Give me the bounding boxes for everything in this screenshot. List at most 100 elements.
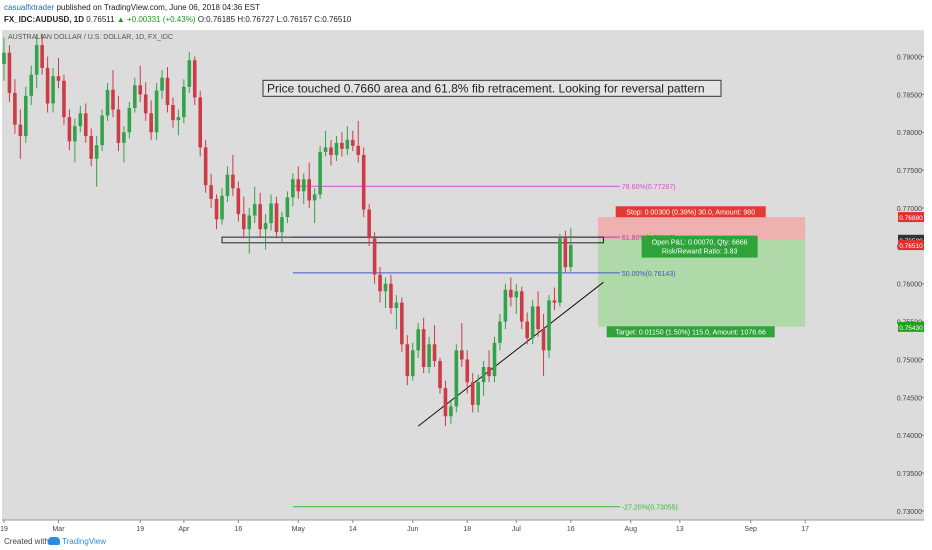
candle-body bbox=[198, 97, 202, 148]
candle-body bbox=[116, 109, 121, 143]
chart-title: AUSTRALIAN DOLLAR / U.S. DOLLAR, 1D, FX_… bbox=[8, 34, 173, 41]
candle-body bbox=[481, 367, 486, 383]
y-tick-label: 0.73500 bbox=[897, 471, 922, 478]
chart-area[interactable]: 0.79000 0.78500 0.78000 0.77500 0.77000 0.765… bbox=[0, 30, 932, 535]
candle-body bbox=[231, 174, 235, 189]
price-tag-bg bbox=[898, 321, 924, 332]
target-label-bg bbox=[606, 326, 775, 338]
candle-body bbox=[100, 115, 104, 146]
author-link[interactable]: casualfxtrader bbox=[4, 3, 55, 12]
candle-body bbox=[427, 344, 431, 368]
candle-body bbox=[214, 198, 219, 220]
candle-body bbox=[171, 104, 175, 121]
x-tick-label: 19 bbox=[0, 526, 8, 533]
stop-label-bg bbox=[615, 206, 766, 218]
symbol-label: FX_IDC:AUDUSD, 1D bbox=[4, 15, 85, 24]
candle-body bbox=[329, 147, 333, 155]
chart-footer: Created with TradingView bbox=[0, 535, 932, 550]
x-tick-label: 16 bbox=[234, 526, 242, 533]
candle-body bbox=[13, 92, 17, 125]
candle-body bbox=[345, 139, 350, 149]
candle-body bbox=[361, 154, 366, 210]
y-tick-label: 0.79000 bbox=[897, 55, 922, 62]
price-change: +0.00331 (+0.43%) bbox=[126, 15, 196, 24]
candle-body bbox=[410, 350, 415, 377]
created-with-text: Created with bbox=[4, 537, 49, 546]
candle-body bbox=[558, 238, 562, 303]
fib-level-label: 50.00%(0.76143) bbox=[622, 271, 676, 278]
y-tick-label: 0.78500 bbox=[897, 92, 922, 99]
candle-body bbox=[465, 359, 470, 383]
candle-body bbox=[340, 142, 344, 149]
candle-body bbox=[552, 300, 557, 303]
candle-body bbox=[367, 209, 371, 239]
candle-body bbox=[165, 77, 170, 105]
candle-body bbox=[182, 86, 186, 118]
candle-body bbox=[127, 108, 132, 133]
candle-body bbox=[421, 329, 426, 368]
candle-body bbox=[470, 382, 475, 405]
chart-header: casualfxtrader published on TradingView.… bbox=[0, 0, 932, 30]
price-tag-bg bbox=[898, 234, 924, 245]
price-chart[interactable]: 0.79000 0.78500 0.78000 0.77500 0.77000 0.765… bbox=[0, 30, 932, 535]
y-tick-label: 0.77500 bbox=[897, 168, 922, 175]
candle-body bbox=[400, 302, 404, 345]
candle-body bbox=[220, 195, 224, 220]
candle-body bbox=[476, 382, 480, 405]
candle-body bbox=[525, 321, 529, 339]
stop-label: Stop: 0.00300 (0.39%) 30.0, Amount: 980 bbox=[626, 209, 755, 216]
candle-body bbox=[356, 145, 361, 155]
candle-body bbox=[34, 45, 39, 75]
candle-body bbox=[176, 117, 181, 121]
candle-body bbox=[154, 90, 159, 133]
candle-body bbox=[192, 60, 197, 98]
tradingview-brand[interactable]: TradingView bbox=[62, 537, 107, 546]
candle-body bbox=[394, 302, 399, 308]
candle-body bbox=[519, 291, 524, 322]
high-price: H:0.76727 bbox=[237, 15, 275, 24]
x-tick-label: Sep bbox=[744, 526, 757, 533]
candle-body bbox=[296, 179, 301, 192]
candle-body bbox=[443, 388, 448, 417]
candle-body bbox=[203, 147, 208, 186]
price-tag-bg bbox=[898, 212, 924, 223]
candle-body bbox=[122, 132, 126, 143]
candle-body bbox=[51, 76, 55, 104]
candle-body bbox=[252, 204, 257, 216]
candle-body bbox=[498, 321, 502, 343]
y-tick-label: 0.74500 bbox=[897, 395, 922, 402]
candle-body bbox=[383, 283, 388, 292]
candle-body bbox=[225, 174, 230, 196]
annotation-box bbox=[262, 79, 722, 97]
published-text: published on TradingView.com, June 06, 2… bbox=[54, 3, 261, 12]
candle-body bbox=[285, 197, 290, 218]
candle-body bbox=[460, 350, 464, 360]
candle-body bbox=[78, 113, 83, 127]
candle-body bbox=[2, 52, 6, 65]
x-tick-label: 16 bbox=[567, 526, 575, 533]
annotation-text: Price touched 0.7660 area and 61.8% fib … bbox=[267, 81, 705, 95]
candle-body bbox=[416, 329, 420, 351]
candle-body bbox=[111, 89, 115, 110]
low-price: L:0.76157 bbox=[276, 15, 313, 24]
resistance-zone bbox=[221, 236, 604, 244]
pnl-label: Open P&L: 0.00070, Qty: 6666 bbox=[652, 240, 748, 247]
candle-body bbox=[372, 238, 377, 275]
candle-body bbox=[334, 142, 339, 155]
x-tick-label: 17 bbox=[801, 526, 809, 533]
candle-body bbox=[503, 289, 508, 322]
candle-body bbox=[492, 342, 497, 377]
candle-body bbox=[187, 60, 192, 87]
candle-body bbox=[138, 85, 143, 95]
candle-body bbox=[312, 194, 317, 201]
candle-body bbox=[24, 95, 28, 137]
candle-body bbox=[389, 283, 393, 308]
candle-body bbox=[291, 179, 295, 198]
x-tick-label: Jul bbox=[512, 526, 521, 533]
candle-body bbox=[105, 89, 110, 116]
y-tick-label: 0.78000 bbox=[897, 130, 922, 137]
candle-body bbox=[18, 124, 23, 137]
candle-body bbox=[263, 223, 268, 230]
trendline bbox=[417, 281, 604, 427]
y-tick-label: 0.74000 bbox=[897, 433, 922, 440]
